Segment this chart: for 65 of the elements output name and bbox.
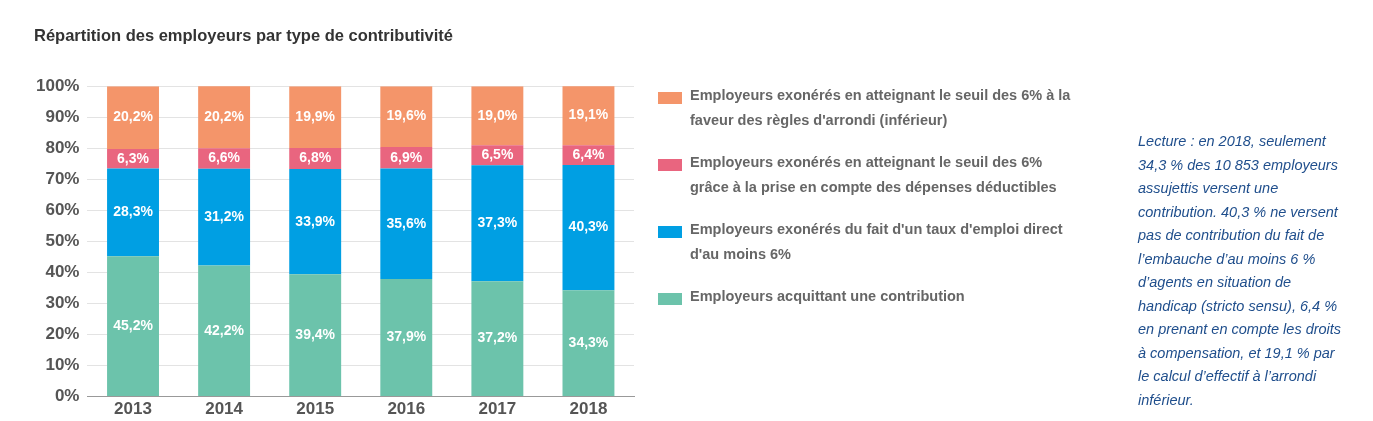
data-label: 6,3%: [117, 149, 150, 166]
data-label: 20,2%: [204, 107, 245, 124]
data-label: 19,0%: [477, 106, 518, 123]
y-tick-label: 30%: [45, 293, 80, 313]
x-tick-label: 2014: [205, 399, 244, 419]
data-label: 19,9%: [295, 107, 336, 124]
data-label: 6,5%: [481, 146, 514, 163]
y-tick-label: 80%: [45, 137, 80, 157]
data-label: 37,9%: [386, 328, 427, 345]
data-label: 19,6%: [386, 107, 427, 124]
bar: [198, 86, 251, 149]
data-label: 6,9%: [390, 148, 423, 165]
bar: [289, 169, 342, 275]
y-tick-label: 60%: [45, 200, 80, 220]
bar: [380, 168, 433, 279]
y-tick-label: 50%: [45, 231, 80, 251]
text: Lecture : en 2018, seulement 34,3 % des 10 853 employeurs assujettis versent une contribution. 40,3 % ne versent pas de contribution du fait de l’embauche d’au moins 6 % d’agents en situation de handicap (stricto sensu), 6,4 % en prenant en compte les droits à compensation, et 19,1 % par le calcul d’effectif à l’arrondi inférieur.: [1138, 133, 1342, 408]
y-tick-label: 0%: [54, 386, 80, 406]
x-tick-label: 2018: [569, 399, 608, 419]
data-label: 34,3%: [568, 333, 609, 350]
bar: [471, 86, 524, 146]
y-tick-label: 40%: [45, 262, 80, 282]
chart-title: Répartition des employeurs par type de contributivité: [34, 26, 454, 45]
x-tick-label: 2015: [296, 399, 335, 419]
data-label: 37,2%: [477, 329, 518, 346]
data-label: 6,8%: [299, 149, 332, 166]
y-tick-label: 70%: [45, 169, 80, 189]
bar: [471, 281, 524, 397]
bar: [380, 86, 433, 148]
legend-label: Employeurs exonérés du fait d'un taux d'emploi direct d'au moins 6%: [690, 220, 1064, 264]
data-label: 35,6%: [386, 214, 427, 231]
bar: [471, 165, 524, 282]
bar: [198, 265, 251, 397]
data-label: 31,2%: [204, 208, 245, 225]
bar: [562, 86, 615, 146]
data-label: 6,6%: [208, 149, 241, 166]
data-label: 20,2%: [113, 108, 154, 125]
data-label: 37,3%: [477, 214, 518, 231]
bar: [289, 86, 342, 148]
data-label: 19,1%: [568, 106, 609, 123]
x-tick-label: 2013: [114, 399, 152, 419]
bar: [198, 168, 251, 266]
y-tick-label: 100%: [36, 75, 80, 95]
y-tick-label: 10%: [45, 355, 80, 375]
legend-label: Employeurs exonérés en atteignant le seuil des 6% grâce à la prise en compte des dépenses déductibles: [690, 153, 1058, 197]
bar: [107, 168, 159, 257]
x-tick-label: 2016: [387, 399, 426, 419]
data-label: 6,4%: [572, 145, 605, 162]
y-tick-label: 20%: [45, 324, 80, 344]
y-tick-label: 90%: [45, 106, 80, 126]
bar: [107, 86, 159, 149]
data-label: 39,4%: [295, 326, 336, 343]
legend-label: Employeurs acquittant une contribution: [690, 287, 966, 306]
data-label: 28,3%: [113, 203, 154, 220]
data-label: 42,2%: [204, 321, 245, 338]
bar: [562, 290, 615, 397]
bar: [289, 274, 342, 397]
legend-label: Employeurs exonérés en atteignant le seuil des 6% à la faveur des règles d'arrondi (inférieur): [690, 86, 1072, 130]
data-label: 45,2%: [113, 317, 154, 334]
x-tick-label: 2017: [478, 399, 517, 419]
bar: [562, 165, 615, 291]
data-label: 40,3%: [568, 218, 609, 235]
bar: [380, 278, 433, 397]
data-label: 33,9%: [295, 212, 336, 229]
bar: [107, 256, 159, 397]
